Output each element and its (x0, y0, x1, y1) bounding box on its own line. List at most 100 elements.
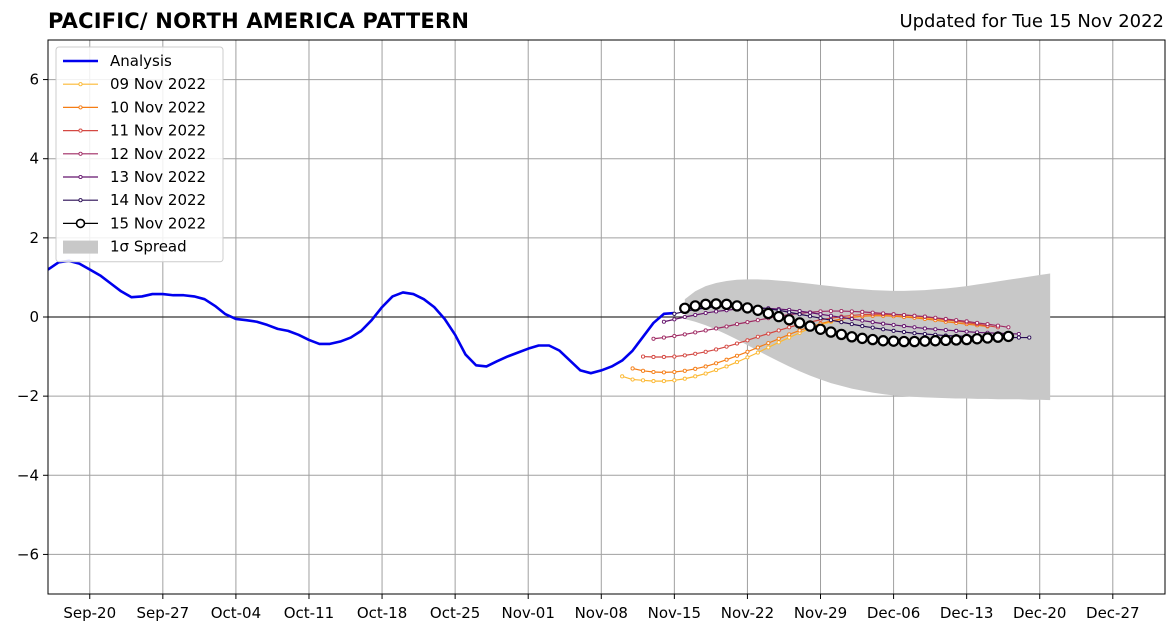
forecast-point (783, 314, 795, 326)
legend-marker (78, 82, 83, 87)
forecast-point (703, 310, 708, 316)
forecast-point (766, 345, 771, 350)
forecast-point (929, 335, 942, 347)
forecast-point (797, 328, 802, 333)
x-tick-label: Oct-18 (357, 604, 407, 622)
legend-label: 12 Nov 2022 (110, 145, 206, 163)
forecast-point (867, 333, 879, 346)
forecast-point (724, 364, 729, 369)
x-tick-label: Sep-20 (63, 604, 116, 622)
forecast-point (693, 374, 698, 379)
forecast-point (714, 347, 719, 352)
forecast-point (731, 300, 743, 312)
forecast-point (933, 327, 938, 332)
forecast-point (964, 319, 969, 324)
chart-title: PACIFIC/ NORTH AMERICA PATTERN (48, 9, 470, 33)
forecast-point (964, 329, 969, 334)
forecast-point (693, 312, 698, 318)
y-tick-label: 6 (29, 71, 39, 89)
legend: Analysis 09 Nov 2022 10 Nov 2022 11 Nov 202… (55, 46, 224, 263)
forecast-point (745, 349, 750, 354)
forecast-point (943, 328, 948, 333)
forecast-point (620, 374, 625, 379)
forecast-point (891, 312, 896, 317)
forecast-point (985, 322, 990, 327)
forecast-point (682, 353, 687, 358)
forecast-point (766, 341, 771, 346)
forecast-point (724, 344, 729, 349)
forecast-point (835, 328, 848, 341)
forecast-point (922, 326, 927, 331)
legend-entry: 13 Nov 2022 (63, 168, 206, 186)
forecast-point (734, 341, 740, 346)
legend-label: 14 Nov 2022 (110, 191, 206, 209)
forecast-point (828, 313, 833, 318)
forecast-point (828, 309, 833, 314)
forecast-point (682, 314, 687, 320)
forecast-point (745, 355, 750, 360)
x-tick-label: Oct-11 (284, 604, 334, 622)
forecast-point (773, 310, 785, 323)
forecast-point (755, 345, 760, 350)
legend-entry: 1σ Spread (63, 238, 187, 256)
forecast-point (787, 325, 792, 330)
forecast-point (1006, 325, 1011, 330)
legend-entry: 12 Nov 2022 (63, 145, 206, 163)
forecast-point (860, 324, 865, 329)
forecast-point (839, 320, 844, 325)
forecast-point (703, 349, 708, 354)
forecast-point (734, 322, 740, 327)
forecast-point (787, 332, 792, 337)
forecast-point (640, 378, 646, 383)
forecast-point (693, 366, 698, 371)
forecast-point (891, 328, 896, 333)
forecast-point (933, 315, 938, 320)
forecast-point (860, 309, 865, 314)
y-tick-label: −4 (17, 466, 39, 484)
x-tick-label: Nov-15 (648, 604, 701, 622)
y-tick-label: 4 (29, 150, 39, 168)
forecast-point (808, 314, 813, 319)
forecast-point (846, 331, 858, 343)
forecast-point (912, 325, 917, 330)
legend-entry: 10 Nov 2022 (63, 98, 206, 116)
y-tick-label: 2 (29, 229, 39, 247)
forecast-point (714, 361, 719, 366)
forecast-point (672, 311, 677, 316)
forecast-point (849, 309, 854, 314)
forecast-point (776, 340, 781, 345)
legend-marker (78, 105, 83, 110)
forecast-point (898, 335, 910, 348)
forecast-point (912, 331, 917, 336)
forecast-point (710, 298, 722, 310)
x-tick-label: Nov-29 (794, 604, 847, 622)
forecast-point (870, 320, 875, 325)
forecast-point (724, 324, 729, 329)
forecast-point (787, 310, 792, 315)
forecast-point (689, 300, 701, 312)
forecast-point (672, 354, 677, 359)
forecast-point (693, 351, 698, 356)
forecast-series (679, 298, 1015, 348)
forecast-point (741, 302, 754, 314)
forecast-point (682, 376, 687, 381)
legend-entry: 09 Nov 2022 (63, 75, 206, 93)
forecast-point (922, 314, 927, 319)
forecast-point (745, 338, 750, 343)
x-tick-label: Oct-25 (430, 604, 480, 622)
forecast-point (720, 298, 733, 311)
forecast-point (703, 328, 708, 333)
x-tick-label: Dec-20 (1013, 604, 1067, 622)
legend-entry: Analysis (63, 52, 172, 70)
forecast-point (849, 313, 854, 318)
legend-marker (75, 218, 86, 229)
forecast-point (661, 370, 666, 375)
forecast-point (672, 369, 677, 375)
forecast-point (703, 371, 708, 376)
y-axis: 6 4 2 0 −2 −4 −6 (17, 71, 48, 563)
forecast-point (870, 310, 875, 315)
forecast-point (901, 324, 907, 329)
y-tick-label: −2 (17, 387, 39, 405)
forecast-point (995, 323, 1001, 328)
legend-marker (78, 151, 83, 156)
